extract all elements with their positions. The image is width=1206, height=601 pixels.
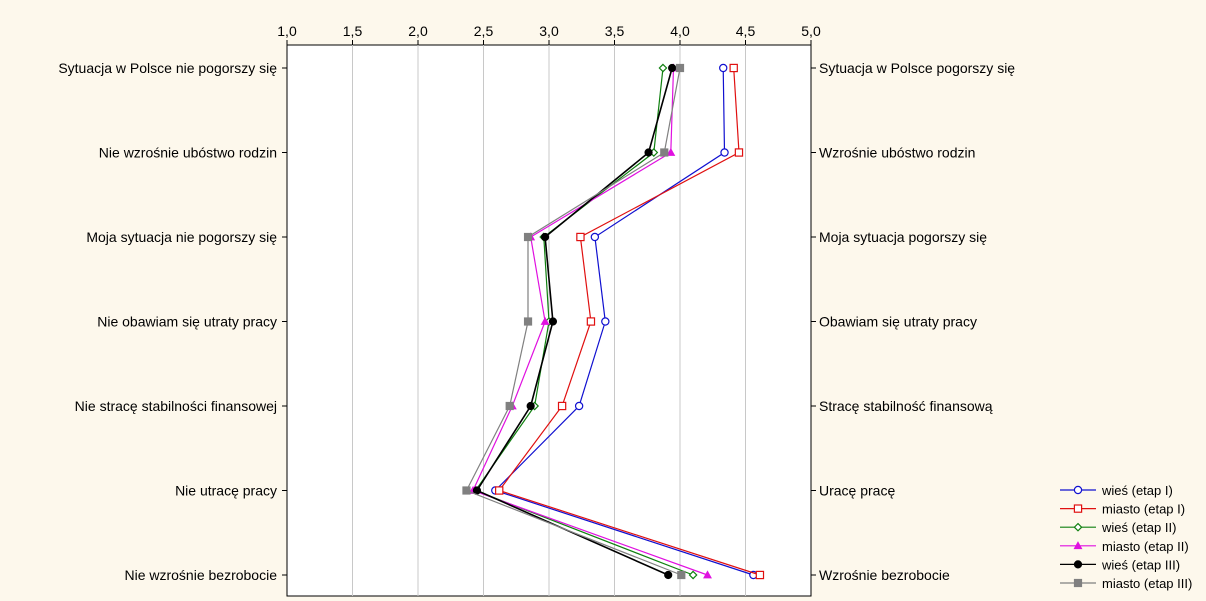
data-point (734, 148, 744, 157)
grid (352, 45, 746, 596)
data-point (1073, 504, 1083, 513)
legend-label: wieś (etap II) (1101, 520, 1176, 535)
right-category-label: Uracę pracę (819, 483, 895, 499)
data-point (548, 317, 558, 326)
legend-label: miasto (etap III) (1102, 576, 1192, 591)
data-point (675, 63, 685, 73)
data-point (1073, 541, 1083, 550)
data-point (664, 570, 673, 580)
left-category-label: Nie obawiam się utraty pracy (97, 314, 277, 330)
x-tick-label: 4,5 (736, 23, 756, 39)
x-tick-label: 4,0 (670, 23, 690, 39)
data-point (523, 232, 533, 242)
data-point (526, 401, 535, 411)
data-point (1073, 560, 1083, 569)
series (472, 63, 677, 580)
data-point (540, 232, 550, 242)
data-point (505, 401, 514, 411)
x-tick-label: 2,5 (474, 23, 494, 39)
data-point (586, 317, 596, 326)
data-point (668, 63, 677, 73)
x-tick-label: 5,0 (801, 23, 821, 39)
data-point (666, 147, 676, 156)
legend-item: miasto (etap I) (1060, 502, 1185, 517)
data-point (557, 401, 567, 411)
data-point (1073, 485, 1083, 495)
left-category-label: Nie wzrośnie ubóstwo rodzin (99, 145, 277, 161)
data-point (540, 316, 550, 325)
x-tick-label: 3,5 (605, 23, 625, 39)
x-tick-label: 2,0 (408, 23, 428, 39)
x-tick-label: 1,5 (343, 23, 363, 39)
data-point (688, 570, 698, 580)
series (495, 63, 765, 580)
x-tick-label: 3,0 (539, 23, 559, 39)
x-tick-label: 1,0 (277, 23, 297, 39)
data-point (644, 148, 653, 157)
right-category-label: Obawiam się utraty pracy (819, 314, 977, 330)
legend-item: wieś (etap I) (1060, 483, 1173, 498)
series-layer (462, 63, 765, 580)
right-category-label: Sytuacja w Polsce pogorszy się (819, 60, 1015, 76)
legend-label: miasto (etap I) (1102, 502, 1185, 517)
left-category-label: Nie utracę pracy (175, 483, 277, 499)
data-point (703, 570, 712, 579)
data-point (719, 63, 728, 73)
x-axis: 1,0 1,5 2,0 2,5 3,0 3,5 4,0 4,5 5,0 (277, 23, 821, 45)
data-point (1073, 522, 1083, 532)
right-category-label: Stracę stabilność finansową (819, 398, 993, 414)
data-point (601, 317, 610, 326)
legend-label: miasto (etap II) (1102, 539, 1189, 554)
category-labels: Sytuacja w Polsce nie pogorszy się Sytuac… (58, 60, 1015, 583)
legend-item: miasto (etap II) (1060, 539, 1189, 554)
legend-item: wieś (etap III) (1060, 557, 1180, 572)
data-point (720, 148, 729, 157)
data-point (1073, 578, 1083, 588)
legend-item: miasto (etap III) (1060, 576, 1192, 591)
data-point (658, 63, 668, 73)
legend-label: wieś (etap III) (1101, 557, 1180, 572)
data-point (576, 232, 585, 242)
right-category-label: Wzrośnie ubóstwo rodzin (819, 145, 975, 161)
legend-item: wieś (etap II) (1060, 520, 1176, 535)
data-point (495, 486, 504, 495)
right-category-label: Moja sytuacja pogorszy się (819, 229, 987, 245)
data-point (590, 232, 600, 242)
data-point (660, 148, 669, 157)
legend-label: wieś (etap I) (1101, 483, 1173, 498)
right-category-label: Wzrośnie bezrobocie (819, 567, 950, 583)
data-point (462, 486, 471, 495)
left-category-label: Sytuacja w Polsce nie pogorszy się (58, 60, 277, 76)
data-point (677, 570, 686, 580)
data-point (574, 401, 584, 411)
data-point (755, 570, 765, 580)
series (462, 63, 686, 580)
left-category-label: Nie stracę stabilności finansowej (75, 398, 277, 414)
data-point (523, 317, 533, 326)
left-category-label: Moja sytuacja nie pogorszy się (86, 229, 277, 245)
left-category-label: Nie wzrośnie bezrobocie (124, 567, 277, 583)
data-point (729, 63, 738, 73)
legend: wieś (etap I) miasto (etap I) wieś (etap I… (1060, 483, 1192, 591)
